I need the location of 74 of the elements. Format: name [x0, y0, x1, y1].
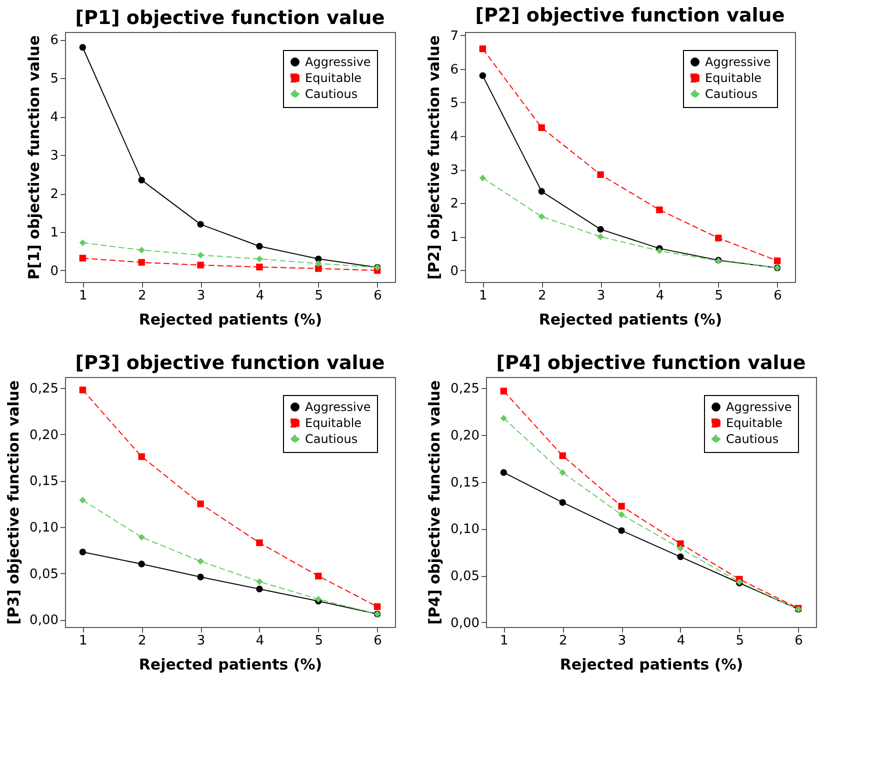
x-tick-label: 2	[538, 288, 546, 304]
legend-label: Cautious	[705, 87, 758, 101]
x-tick-label: 6	[794, 634, 803, 648]
x-tick-label: 5	[314, 634, 324, 648]
legend-label: Equitable	[705, 71, 762, 85]
x-tick-label: 2	[138, 288, 146, 304]
legend-label: Cautious	[305, 87, 358, 101]
y-tick-label: 0,00	[450, 616, 480, 631]
x-tick-label: 3	[196, 288, 206, 304]
y-tick-label: 2	[450, 196, 458, 212]
x-tick-label: 6	[374, 288, 382, 304]
x-tick-label: 1	[79, 288, 88, 304]
y-tick-label: 6	[450, 62, 458, 78]
y-tick-label: 6	[50, 33, 58, 48]
x-tick-label: 4	[676, 634, 686, 648]
legend-label: Aggressive	[705, 55, 771, 69]
y-tick-label: 0,15	[450, 475, 480, 490]
x-tick-label: 5	[714, 288, 724, 304]
x-axis-title: Rejected patients (%)	[538, 310, 722, 328]
chart-title: [P2] objective function value	[475, 4, 785, 26]
legend-label: Cautious	[726, 432, 779, 446]
y-tick-label: 0	[50, 264, 58, 279]
x-tick-label: 4	[256, 634, 264, 648]
y-tick-label: 5	[50, 72, 58, 87]
x-tick-label: 2	[558, 634, 568, 648]
chart-title: [P4] objective function value	[496, 352, 806, 374]
y-tick-label: 4	[50, 110, 58, 126]
legend-label: Aggressive	[726, 400, 792, 414]
y-tick-label: 0,15	[30, 474, 58, 490]
y-tick-label: 0,20	[30, 428, 58, 443]
legend-label: Aggressive	[305, 400, 371, 414]
y-axis-title: [P3] objective function value	[4, 380, 23, 625]
y-axis-title: [P4] objective function value	[426, 380, 444, 625]
x-tick-label: 5	[314, 288, 324, 304]
x-axis-title: Rejected patients (%)	[560, 656, 744, 674]
y-tick-label: 3	[450, 163, 458, 178]
x-tick-label: 3	[618, 634, 626, 648]
x-tick-label: 1	[500, 634, 508, 648]
y-axis-title: P[1] objective function value	[25, 35, 44, 280]
y-tick-label: 0,00	[30, 613, 58, 628]
y-tick-label: 7	[450, 28, 458, 44]
y-tick-label: 0,10	[450, 522, 480, 538]
x-tick-label: 3	[596, 288, 606, 304]
y-tick-label: 0,20	[450, 428, 480, 444]
y-tick-label: 1	[50, 226, 58, 240]
y-tick-label: 0,05	[450, 569, 480, 584]
legend-label: Aggressive	[305, 55, 371, 69]
legend-label: Equitable	[726, 416, 783, 430]
x-axis-title: Rejected patients (%)	[138, 656, 322, 674]
legend-label: Equitable	[305, 416, 362, 430]
y-tick-label: 0	[450, 264, 458, 279]
y-tick-label: 5	[450, 96, 458, 111]
x-tick-label: 2	[138, 634, 146, 648]
y-tick-label: 0,10	[30, 520, 58, 536]
x-tick-label: 1	[79, 634, 88, 648]
chart-title: [P3] objective function value	[75, 352, 385, 374]
y-tick-label: 0,25	[450, 382, 480, 397]
x-tick-label: 6	[374, 634, 382, 648]
y-tick-label: 0,05	[30, 566, 58, 582]
x-tick-label: 5	[736, 634, 744, 648]
x-axis-title: Rejected patients (%)	[138, 310, 322, 328]
y-axis-title: [P2] objective function value	[425, 35, 444, 280]
y-tick-label: 0,25	[30, 382, 58, 397]
x-tick-label: 6	[774, 288, 782, 304]
y-tick-label: 4	[450, 130, 458, 145]
chart-title: [P1] objective function value	[75, 7, 385, 29]
y-tick-label: 1	[450, 230, 458, 246]
legend-label: Cautious	[305, 432, 358, 446]
x-tick-label: 3	[196, 634, 206, 648]
legend-label: Equitable	[305, 71, 362, 85]
y-tick-label: 2	[50, 187, 58, 202]
x-tick-label: 4	[256, 288, 264, 304]
x-tick-label: 4	[656, 288, 664, 304]
y-tick-label: 3	[50, 148, 58, 164]
